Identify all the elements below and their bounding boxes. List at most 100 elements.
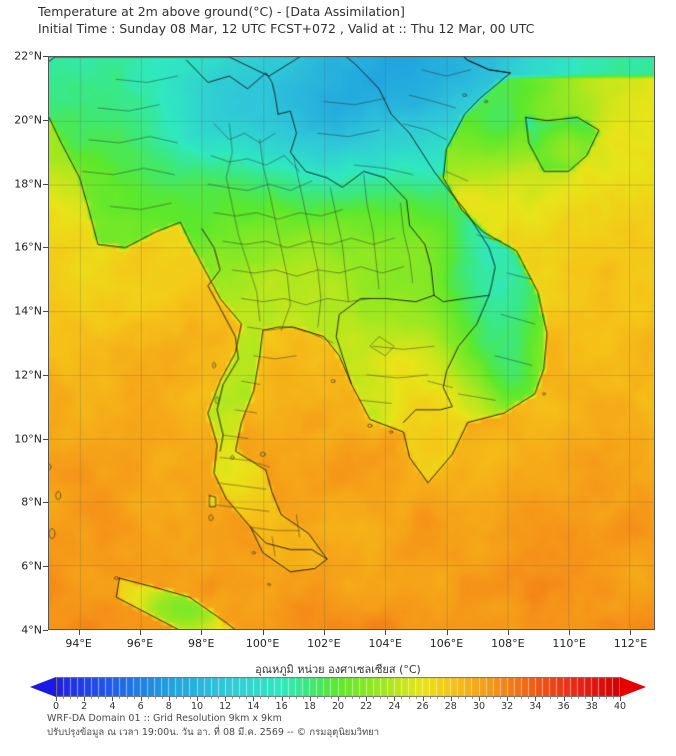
colorbar-block: อุณหภูมิ หน่วย องศาเซลเซียส (°C) 0 2 4 6 8 10… <box>0 660 676 712</box>
colorbar-tick-mark <box>535 697 537 701</box>
colorbar-tick-mark <box>197 697 198 701</box>
colorbar-tick-label: 40 <box>613 701 627 712</box>
temperature-map-panel[interactable] <box>48 56 655 630</box>
lat-tick-mark <box>43 566 48 568</box>
colorbar-minor-tick <box>105 697 107 699</box>
colorbar-tick-label: 22 <box>360 701 373 712</box>
colorbar-minor-tick <box>429 697 431 699</box>
lat-tick-label: 14°N <box>14 304 42 318</box>
colorbar-tick-mark <box>394 697 396 701</box>
colorbar[interactable]: 0 2 4 6 8 10 12 14 16 18 20 22 24 26 28 30 32 34 36 38 40 <box>30 677 646 712</box>
lon-tick-mark <box>385 630 387 635</box>
chart-title: Temperature at 2m above ground(°C) - [Da… <box>38 4 405 19</box>
lat-tick-mark <box>43 56 48 57</box>
lon-tick-label: 96°E <box>126 637 154 650</box>
colorbar-minor-tick <box>232 697 234 699</box>
lon-tick-mark <box>630 630 632 635</box>
colorbar-tick-label: 6 <box>137 701 144 712</box>
colorbar-tick-mark <box>338 697 339 701</box>
colorbar-minor-tick <box>77 697 79 699</box>
colorbar-tick-label: 16 <box>275 701 288 712</box>
lon-tick-mark <box>139 630 141 635</box>
lat-tick-label: 10°N <box>14 432 42 446</box>
colorbar-minor-tick <box>380 697 382 699</box>
lon-tick-mark <box>507 630 509 635</box>
lon-tick-mark <box>323 630 325 635</box>
colorbar-tick-mark <box>591 697 593 701</box>
colorbar-minor-tick <box>267 697 269 699</box>
colorbar-minor-tick <box>98 697 100 699</box>
colorbar-minor-tick <box>598 697 600 699</box>
colorbar-minor-tick <box>500 697 502 699</box>
colorbar-minor-tick <box>486 697 488 699</box>
colorbar-tick-mark <box>309 697 311 701</box>
lon-tick-label: 112°E <box>613 637 648 650</box>
colorbar-minor-tick <box>415 697 417 699</box>
lat-tick-label: 12°N <box>14 368 42 382</box>
colorbar-minor-tick <box>63 697 65 699</box>
colorbar-tick-mark <box>225 697 227 701</box>
lon-tick-label: 108°E <box>491 637 525 650</box>
colorbar-tick-mark <box>112 697 114 701</box>
colorbar-minor-tick <box>401 697 403 699</box>
lat-tick-label: 18°N <box>14 177 42 191</box>
temperature-field-canvas <box>49 57 654 629</box>
colorbar-minor-tick <box>316 697 318 699</box>
colorbar-tick-label: 38 <box>585 701 598 712</box>
colorbar-minor-tick <box>436 697 438 699</box>
colorbar-tick-mark <box>422 697 424 701</box>
colorbar-tick-mark <box>479 697 480 701</box>
colorbar-minor-tick <box>612 697 614 699</box>
footer-block: WRF-DA Domain 01 :: Grid Resolution 9km … <box>47 712 647 740</box>
colorbar-minor-tick <box>443 697 445 699</box>
colorbar-tick-mark <box>620 697 621 701</box>
colorbar-minor-tick <box>204 697 206 699</box>
colorbar-minor-tick <box>175 697 177 699</box>
lat-tick-mark <box>43 438 48 440</box>
colorbar-minor-tick <box>577 697 579 699</box>
colorbar-tick-label: 24 <box>388 701 401 712</box>
colorbar-tick-label: 30 <box>472 701 486 712</box>
lat-tick-label: 8°N <box>21 495 42 509</box>
colorbar-minor-tick <box>330 697 332 699</box>
colorbar-tick-label: 26 <box>416 701 429 712</box>
lon-tick-mark <box>78 630 80 635</box>
colorbar-tick-label: 10 <box>190 701 204 712</box>
lat-tick-mark <box>43 311 48 313</box>
lat-tick-label: 22°N <box>14 49 42 63</box>
lon-tick-label: 94°E <box>65 637 92 650</box>
colorbar-minor-tick <box>91 697 93 699</box>
colorbar-minor-tick <box>493 697 495 699</box>
colorbar-minor-tick <box>556 697 558 699</box>
lat-tick-mark <box>43 119 48 121</box>
colorbar-tick-label: 18 <box>303 701 316 712</box>
colorbar-minor-tick <box>189 697 191 699</box>
footer-domain-info: WRF-DA Domain 01 :: Grid Resolution 9km … <box>47 713 282 724</box>
colorbar-tick-mark <box>563 697 565 701</box>
lat-tick-label: 4°N <box>21 623 42 637</box>
lat-tick-mark <box>43 630 48 631</box>
colorbar-minor-tick <box>323 697 325 699</box>
lat-tick-label: 20°N <box>14 113 42 127</box>
lat-tick-mark <box>43 183 48 185</box>
colorbar-minor-tick <box>570 697 572 699</box>
colorbar-minor-tick <box>211 697 213 699</box>
colorbar-minor-tick <box>457 697 459 699</box>
lon-tick-label: 100°E <box>245 637 280 650</box>
lat-tick-mark <box>43 502 48 504</box>
colorbar-minor-tick <box>239 697 241 699</box>
title-block: Temperature at 2m above ground(°C) - [Da… <box>38 4 658 37</box>
colorbar-minor-tick <box>182 697 184 699</box>
colorbar-minor-tick <box>408 697 410 699</box>
lon-tick-label: 106°E <box>429 637 464 650</box>
footer-credit: ปรับปรุงข้อมูล ณ เวลา 19:00น. วัน อา. ที… <box>47 727 380 738</box>
colorbar-tick-label: 4 <box>109 701 116 712</box>
chart-subtitle: Initial Time : Sunday 08 Mar, 12 UTC FCS… <box>38 20 535 36</box>
colorbar-minor-tick <box>260 697 262 699</box>
lon-tick-mark <box>201 630 203 635</box>
colorbar-minor-tick <box>147 697 149 699</box>
colorbar-tick-mark <box>56 697 57 701</box>
colorbar-tick-label: 34 <box>529 701 542 712</box>
colorbar-tick-label: 8 <box>165 701 172 712</box>
colorbar-tick-mark <box>84 697 86 701</box>
